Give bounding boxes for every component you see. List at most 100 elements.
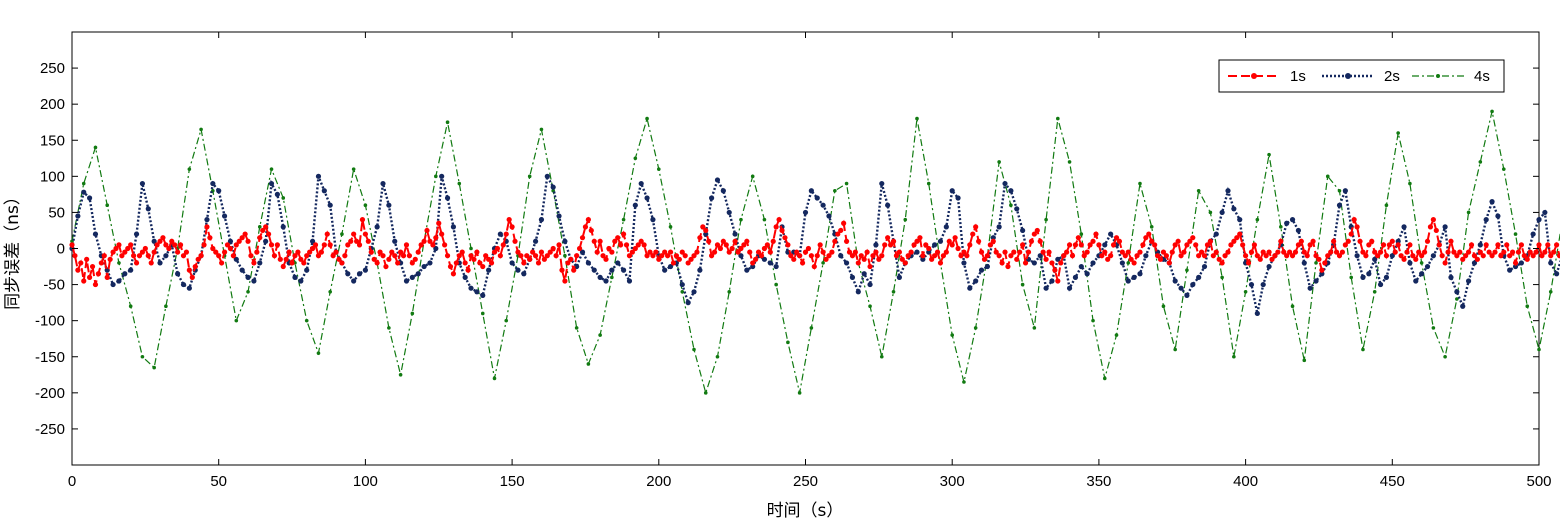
data-point	[368, 249, 374, 255]
data-point	[908, 249, 914, 255]
data-point	[1478, 160, 1483, 164]
data-point	[1480, 253, 1486, 259]
data-point	[1046, 249, 1052, 255]
data-point	[1372, 290, 1377, 294]
data-point	[1554, 271, 1560, 277]
data-point	[1407, 242, 1413, 248]
data-point	[802, 209, 809, 216]
series-line-4s	[71, 111, 1560, 395]
data-point	[98, 260, 104, 266]
data-point	[292, 274, 298, 280]
data-point	[1354, 224, 1360, 230]
data-point	[406, 253, 413, 259]
data-point	[1454, 289, 1460, 295]
data-point	[403, 278, 410, 284]
x-tick-label: 250	[793, 473, 818, 490]
data-point	[926, 245, 932, 252]
data-point	[838, 227, 844, 234]
data-point	[1032, 326, 1037, 330]
data-point	[125, 245, 131, 252]
data-point	[1272, 253, 1278, 259]
data-point	[1196, 253, 1202, 259]
data-point	[321, 188, 327, 194]
data-point	[867, 263, 873, 270]
data-point	[893, 253, 900, 259]
data-point	[1196, 188, 1201, 193]
data-point	[1501, 249, 1507, 255]
data-point	[415, 271, 421, 277]
data-point	[442, 242, 448, 248]
data-point	[1037, 238, 1043, 244]
data-point	[1424, 263, 1431, 270]
data-point	[163, 253, 169, 259]
x-tick-label: 450	[1380, 473, 1405, 490]
data-point	[192, 263, 198, 270]
legend: 1s 2s 4s	[1218, 59, 1505, 93]
data-point	[75, 213, 81, 219]
data-point	[1486, 249, 1492, 255]
data-point	[556, 213, 562, 219]
data-point	[890, 238, 897, 244]
data-point	[808, 253, 814, 259]
data-point	[937, 238, 944, 244]
data-point	[304, 318, 309, 323]
data-point	[650, 253, 656, 259]
data-point	[227, 238, 234, 244]
data-point	[594, 249, 600, 255]
data-point	[1314, 261, 1318, 265]
data-point	[1331, 238, 1337, 244]
data-point	[1357, 238, 1363, 244]
data-point	[996, 224, 1002, 230]
data-point	[826, 253, 832, 259]
data-point	[492, 376, 497, 381]
data-point	[556, 242, 562, 248]
data-point	[1281, 249, 1287, 255]
data-point	[418, 242, 424, 248]
data-point	[113, 245, 119, 252]
data-point	[535, 260, 542, 266]
data-point	[620, 267, 627, 273]
data-point	[524, 253, 530, 259]
data-point	[280, 263, 286, 270]
data-point	[512, 238, 518, 244]
data-point	[1161, 304, 1166, 309]
data-point	[1055, 278, 1061, 284]
data-point	[926, 181, 931, 186]
data-point	[1263, 253, 1269, 259]
data-point	[1017, 249, 1023, 255]
data-point	[662, 267, 668, 273]
data-point	[1377, 281, 1384, 288]
data-point	[1138, 181, 1142, 186]
data-point	[1443, 354, 1447, 359]
data-point	[139, 180, 146, 187]
data-point	[280, 224, 286, 230]
data-point	[964, 253, 970, 259]
data-point	[371, 256, 377, 262]
data-point	[1433, 227, 1439, 234]
data-point	[497, 231, 503, 237]
data-point	[970, 231, 976, 237]
data-point	[1084, 249, 1090, 255]
data-point	[116, 242, 122, 248]
data-point	[445, 120, 450, 125]
data-point	[387, 326, 391, 330]
data-point	[1055, 256, 1061, 262]
data-point	[142, 245, 148, 252]
data-point	[145, 253, 151, 259]
data-point	[1295, 242, 1302, 248]
data-point	[1128, 256, 1134, 262]
data-point	[1333, 249, 1340, 255]
data-point	[1501, 167, 1506, 171]
data-point	[128, 267, 134, 273]
data-point	[286, 249, 292, 255]
data-point	[1093, 231, 1099, 237]
data-point	[474, 249, 480, 255]
data-point	[1081, 253, 1087, 259]
data-point	[961, 260, 967, 266]
data-point	[1066, 242, 1073, 248]
x-tick-label: 200	[646, 473, 671, 490]
data-point	[1119, 249, 1125, 255]
data-point	[157, 260, 163, 266]
data-point	[697, 267, 703, 273]
data-point	[1319, 271, 1325, 277]
